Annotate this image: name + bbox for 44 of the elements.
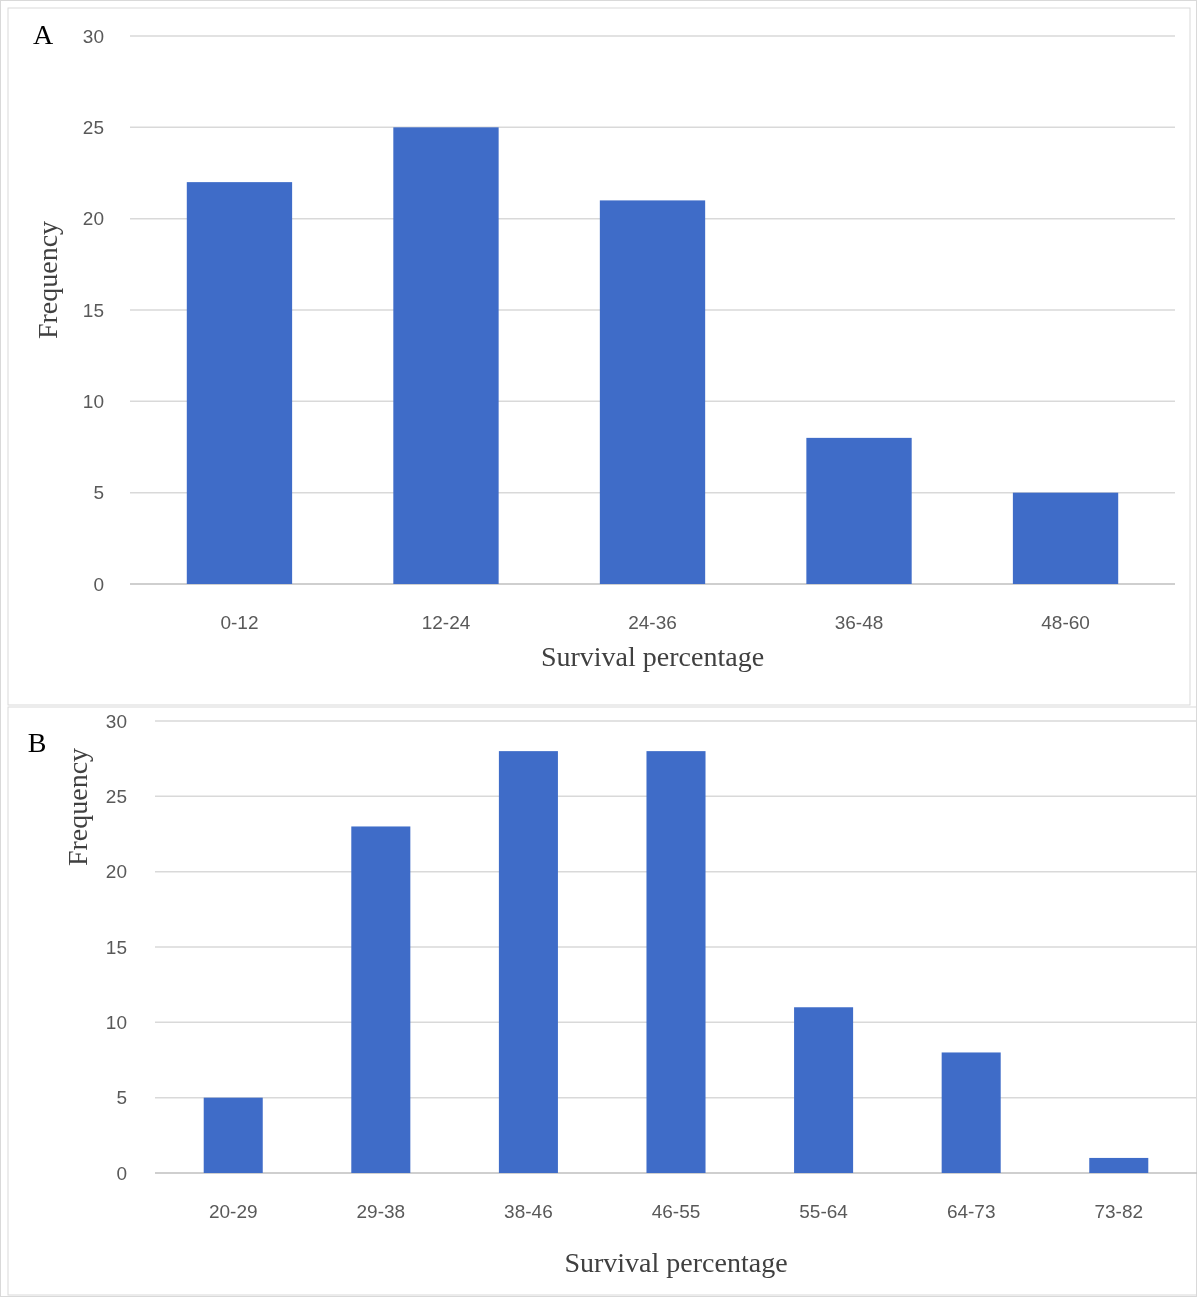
bar	[806, 437, 912, 584]
y-axis-title: Frequency	[31, 220, 63, 340]
y-tick-label: 15	[82, 299, 104, 321]
y-tick-label: 20	[82, 208, 104, 230]
x-tick-label: 12-24	[421, 611, 471, 633]
x-tick-label: 48-60	[1041, 611, 1090, 633]
bar	[794, 1007, 854, 1173]
bar	[1012, 492, 1119, 584]
bar	[351, 826, 411, 1173]
y-tick-label: 10	[82, 390, 104, 412]
bar	[498, 751, 558, 1173]
y-tick-label: 0	[116, 1162, 127, 1184]
x-tick-label: 24-36	[628, 611, 677, 633]
x-tick-label: 20-29	[208, 1200, 258, 1222]
y-tick-label: 20	[105, 861, 127, 883]
y-tick-label: 5	[116, 1087, 127, 1109]
x-tick-label: 64-73	[946, 1200, 996, 1222]
bar	[186, 182, 293, 584]
y-tick-label: 0	[93, 573, 104, 595]
y-tick-label: 25	[82, 116, 104, 138]
y-axis-title: Frequency	[61, 747, 93, 867]
bar	[646, 751, 706, 1173]
x-axis-title: Survival percentage	[540, 641, 765, 672]
bar	[203, 1097, 263, 1173]
x-tick-label: 46-55	[651, 1200, 701, 1222]
y-tick-label: 30	[105, 710, 127, 732]
y-tick-label: 5	[93, 482, 104, 504]
y-tick-label: 30	[82, 25, 104, 47]
y-tick-label: 10	[105, 1011, 127, 1033]
x-tick-label: 29-38	[356, 1200, 406, 1222]
y-tick-label: 25	[105, 785, 127, 807]
bar	[1089, 1157, 1149, 1173]
y-tick-label: 15	[105, 936, 127, 958]
x-tick-label: 55-64	[799, 1200, 849, 1222]
chart-title: A	[32, 19, 54, 50]
x-tick-label: 36-48	[834, 611, 884, 633]
chart-title: B	[27, 727, 47, 758]
bar	[599, 200, 706, 584]
x-tick-label: 38-46	[504, 1200, 553, 1222]
x-tick-label: 73-82	[1094, 1200, 1144, 1222]
x-tick-label: 0-12	[220, 611, 259, 633]
bar	[941, 1052, 1001, 1173]
x-axis-title: Survival percentage	[564, 1247, 788, 1278]
bar	[393, 127, 499, 584]
